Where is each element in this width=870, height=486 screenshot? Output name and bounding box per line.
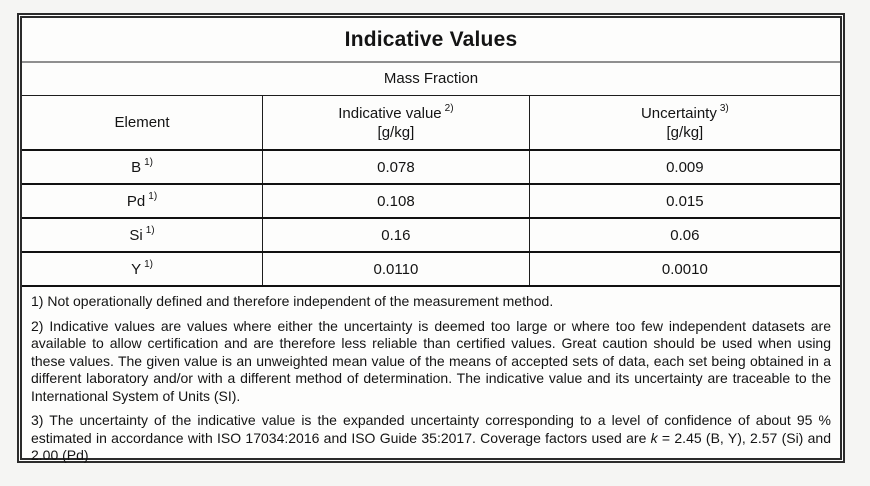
table-row-si: Si 1) 0.16 0.06	[22, 218, 840, 253]
column-header-indicative-value-unit: [g/kg]	[377, 123, 415, 141]
footnote-ref-1: 1)	[144, 157, 153, 168]
uncertainty-cell: 0.0010	[528, 252, 840, 287]
element-cell: Pd 1)	[22, 184, 263, 219]
element-cell: B 1)	[22, 150, 263, 185]
footnote-ref-1: 1)	[144, 259, 153, 270]
footnotes-row: 1) Not operationally defined and therefo…	[22, 286, 840, 475]
uncertainty-cell: 0.009	[528, 150, 840, 185]
footnote-ref-2: 2)	[444, 102, 454, 114]
footnote-3: 3) The uncertainty of the indicative val…	[31, 412, 831, 465]
column-header-element: Element	[22, 95, 263, 151]
mass-fraction-table: Indicative Values Mass Fraction Element …	[22, 18, 840, 475]
table-row-pd: Pd 1) 0.108 0.015	[22, 184, 840, 219]
column-header-uncertainty: Uncertainty 3) [g/kg]	[528, 95, 840, 151]
uncertainty-cell: 0.015	[528, 184, 840, 219]
footnote-3-text-after: = 2.45 (B, Y), 2.57 (Si) and 2.00 (Pd)	[31, 429, 831, 464]
column-header-element-label: Element	[114, 113, 170, 131]
element-symbol: Si	[129, 227, 143, 244]
uncertainty-cell: 0.06	[528, 218, 840, 253]
footnotes-cell: 1) Not operationally defined and therefo…	[22, 286, 840, 475]
column-header-indicative-value-label: Indicative value	[338, 104, 442, 122]
indicative-value-cell: 0.16	[262, 218, 530, 253]
element-symbol: B	[131, 159, 142, 176]
footnote-ref-3: 3)	[719, 102, 729, 114]
column-header-indicative-value: Indicative value 2) [g/kg]	[262, 95, 530, 151]
footnote-ref-1: 1)	[145, 225, 155, 236]
footnote-1: 1) Not operationally defined and therefo…	[31, 293, 554, 309]
column-header-row: Element Indicative value 2) [g/kg] Uncert…	[22, 95, 840, 151]
table-row-b: B 1) 0.078 0.009	[22, 150, 840, 185]
indicative-values-table: Indicative Values Mass Fraction Element …	[17, 13, 845, 463]
element-cell: Si 1)	[22, 218, 263, 253]
table-row-y: Y 1) 0.0110 0.0010	[22, 252, 840, 287]
column-header-uncertainty-label: Uncertainty	[640, 104, 717, 122]
indicative-value-cell: 0.108	[262, 184, 530, 219]
table-title-row: Indicative Values	[22, 18, 840, 63]
element-symbol: Y	[131, 261, 142, 278]
table-subtitle: Mass Fraction	[22, 62, 840, 96]
element-symbol: Pd	[126, 193, 146, 210]
indicative-value-cell: 0.0110	[262, 252, 530, 287]
table-title: Indicative Values	[22, 18, 840, 63]
indicative-value-cell: 0.078	[262, 150, 530, 185]
footnote-3-text-before: 3) The uncertainty of the indicative val…	[31, 412, 831, 446]
footnote-2: 2) Indicative values are values where ei…	[31, 317, 831, 404]
footnote-3-k-symbol: k	[650, 429, 658, 446]
table-subtitle-row: Mass Fraction	[22, 62, 840, 96]
column-header-uncertainty-unit: [g/kg]	[666, 123, 704, 141]
element-cell: Y 1)	[22, 252, 263, 287]
footnote-ref-1: 1)	[148, 191, 158, 202]
